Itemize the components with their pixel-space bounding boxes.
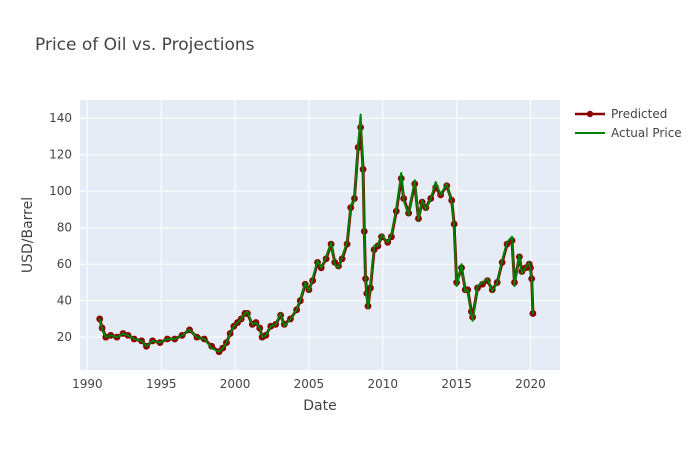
plot-area <box>80 100 560 370</box>
x-tick-label-1990: 1990 <box>72 377 103 391</box>
x-tick-label-2015: 2015 <box>441 377 472 391</box>
x-tick-label-2005: 2005 <box>294 377 325 391</box>
series-layer <box>96 113 537 356</box>
y-axis-title: USD/Barrel <box>20 197 36 273</box>
legend[interactable]: Predicted Actual Price <box>575 107 682 140</box>
legend-item-actual-price[interactable]: Actual Price <box>575 126 682 140</box>
x-tick-label-1995: 1995 <box>146 377 177 391</box>
y-tick-label-120: 120 <box>49 148 72 162</box>
legend-item-predicted[interactable]: Predicted <box>575 107 667 121</box>
x-tick-label-2010: 2010 <box>367 377 398 391</box>
y-tick-label-20: 20 <box>57 330 72 344</box>
y-tick-label-40: 40 <box>57 294 72 308</box>
legend-marker-predicted <box>586 110 594 118</box>
x-axis-title: Date <box>303 398 336 414</box>
legend-label-predicted: Predicted <box>611 107 667 121</box>
chart-title: Price of Oil vs. Projections <box>35 35 255 55</box>
y-tick-label-100: 100 <box>49 184 72 198</box>
plot-background <box>80 100 560 370</box>
series-line-actual-price <box>98 113 534 353</box>
x-tick-label-2000: 2000 <box>220 377 251 391</box>
y-tick-label-80: 80 <box>57 221 72 235</box>
y-tick-label-140: 140 <box>49 111 72 125</box>
y-tick-label-60: 60 <box>57 257 72 271</box>
axes: 1990 1995 2000 2005 2010 2015 2020204060801001… <box>49 111 546 391</box>
x-tick-label-2020: 2020 <box>515 377 546 391</box>
legend-label-actual-price: Actual Price <box>611 126 682 140</box>
